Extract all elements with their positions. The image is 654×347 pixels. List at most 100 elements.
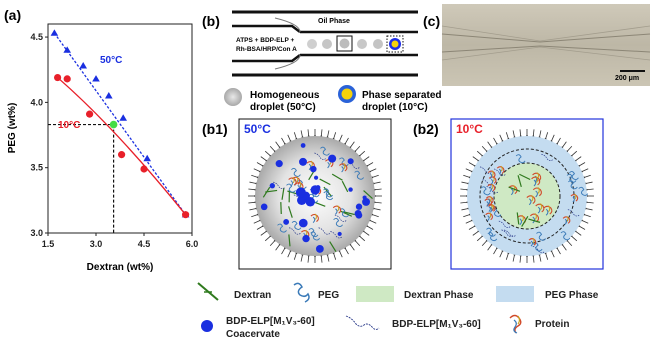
- capillary-edge: [441, 25, 651, 42]
- channel-droplet: [322, 39, 332, 49]
- protein-mark: [508, 184, 518, 196]
- surfactant-spike: [300, 254, 303, 262]
- coacervate-mark: [315, 245, 324, 253]
- surfactant-spike: [512, 130, 515, 138]
- y-tick-label: 3.5: [30, 163, 43, 173]
- peg-mark: [536, 231, 546, 241]
- surfactant-spike: [333, 132, 337, 140]
- oil-flow-arrow-top: [274, 17, 301, 33]
- dextran-mark: [288, 206, 293, 218]
- phase-separated-droplet-icon-core: [341, 88, 353, 100]
- surfactant-spike: [472, 230, 479, 236]
- coacervate-mark: [362, 197, 371, 206]
- dextran-mark: [516, 212, 520, 225]
- panel-label-a: (a): [4, 7, 21, 23]
- surfactant-spike: [505, 132, 509, 140]
- legend-protein: Protein: [535, 319, 569, 330]
- surfactant-spike: [519, 129, 522, 137]
- y-axis-ticks: 3.0 3.5 4.0 4.5: [30, 32, 48, 238]
- x-axis-label: Dextran (wt%): [87, 262, 154, 273]
- surfactant-spike: [287, 134, 291, 142]
- protein-mark: [339, 163, 348, 173]
- surfactant-spike: [460, 201, 468, 204]
- oil-flow-arrow-bottom: [274, 54, 301, 70]
- channel-droplet: [307, 39, 317, 49]
- protein-mark: [532, 187, 542, 198]
- surfactant-spike: [465, 168, 473, 172]
- surfactant-spike: [583, 174, 591, 178]
- panel-label-b: (b): [202, 13, 220, 29]
- surfactant-spike: [264, 150, 271, 157]
- surfactant-spike: [571, 150, 578, 157]
- x-tick-label: 6.0: [186, 239, 199, 249]
- surfactant-spike: [344, 137, 349, 145]
- legend: Dextran PEG Dextran Phase PEG Phase BDP-…: [197, 282, 599, 340]
- elp-mark: [479, 166, 493, 174]
- coacervate-mark: [347, 158, 354, 165]
- coacervate-mark: [355, 203, 363, 210]
- droplet-schematic-b2: 10°C: [450, 118, 604, 270]
- protein-mark: [487, 204, 496, 213]
- phase-separated-label-line2: droplet (10°C): [362, 102, 428, 113]
- capillary-edge: [441, 33, 651, 43]
- elp-mark: [330, 231, 343, 239]
- coacervate-mark: [302, 234, 310, 243]
- surfactant-spike: [371, 214, 379, 218]
- surfactant-spike: [566, 145, 573, 152]
- coacervate-mark: [305, 197, 315, 207]
- channel-droplet: [357, 39, 367, 49]
- x-tick-label: 4.5: [138, 239, 151, 249]
- surfactant-spike: [249, 181, 257, 184]
- surfactant-spike: [586, 201, 594, 204]
- peg-mark: [339, 208, 350, 218]
- surfactant-spike: [354, 240, 361, 247]
- surfactant-spike: [339, 250, 343, 258]
- peg-mark: [566, 173, 577, 183]
- coacervate-mark: [275, 160, 283, 168]
- surfactant-spike: [561, 141, 567, 148]
- series-line-0: [53, 32, 187, 216]
- phase-separated-droplet-core: [391, 40, 399, 48]
- surfactant-spike: [493, 137, 498, 145]
- inner-nozzle-bottom-wall: [232, 54, 301, 63]
- data-point-circle: [140, 165, 148, 173]
- surfactant-spike: [293, 252, 297, 260]
- surfactant-spike: [248, 188, 256, 191]
- surfactant-spike: [251, 174, 259, 178]
- legend-peg-phase: PEG Phase: [545, 290, 599, 301]
- micrograph-background: [442, 4, 650, 86]
- data-point-circle: [63, 75, 71, 83]
- protein-mark: [310, 213, 319, 224]
- micrograph-image: 200 μm: [441, 4, 651, 86]
- surfactant-spike: [269, 145, 276, 152]
- surfactant-spike: [505, 252, 509, 260]
- dextran-mark: [313, 201, 326, 207]
- protein-mark: [535, 203, 545, 214]
- data-point-circle: [182, 211, 190, 219]
- droplet-highlight-box-dashed: [386, 35, 404, 53]
- data-point-circle: [118, 151, 126, 159]
- coacervate-mark: [269, 183, 275, 189]
- elp-mark: [288, 227, 302, 235]
- coacervate-mark: [355, 211, 363, 219]
- phase-diagram-chart: 1.5 3.0 4.5 6.0 3.03.54.04.5 Dextran (wt%) …: [7, 23, 199, 273]
- channel-droplet: [339, 38, 350, 49]
- legend-dextran: Dextran: [234, 290, 271, 301]
- surfactant-spike: [585, 208, 593, 211]
- peg-mark: [323, 191, 334, 201]
- droplet-schematic-b1: 50°C: [238, 118, 392, 270]
- elp-icon: [345, 315, 380, 330]
- droplet-b2-dextran-phase: [493, 162, 561, 230]
- surfactant-spike: [571, 235, 578, 242]
- protein-mark: [570, 193, 579, 203]
- surfactant-spike: [465, 220, 473, 224]
- elp-mark: [334, 214, 348, 222]
- y-tick-label: 4.5: [30, 32, 43, 42]
- surfactant-spike: [476, 235, 483, 242]
- surfactant-spike: [373, 181, 381, 184]
- legend-peg: PEG: [318, 290, 339, 301]
- capillary-edge: [441, 46, 651, 61]
- surfactant-spike: [487, 141, 493, 148]
- data-point-circle: [54, 73, 62, 82]
- highlight-guides: [48, 123, 115, 233]
